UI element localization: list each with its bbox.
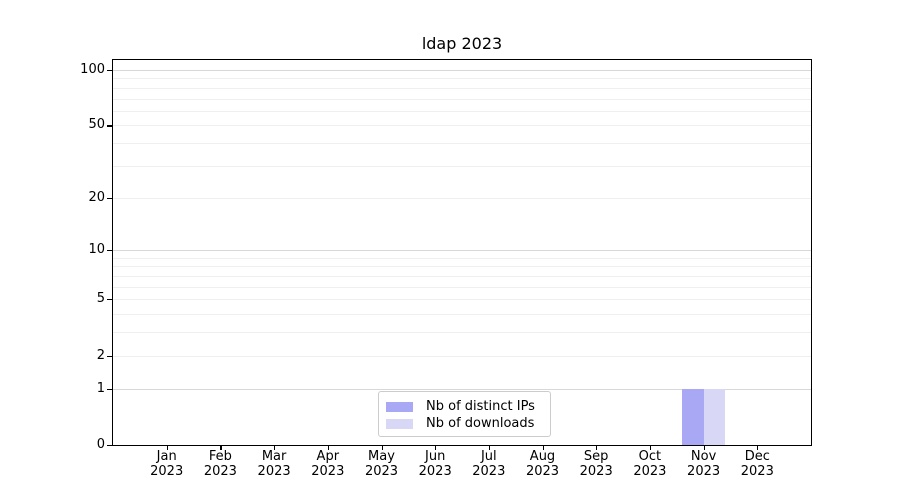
- legend-item-downloads: Nb of downloads: [386, 415, 544, 432]
- x-tick-label-line: Jan: [156, 449, 177, 464]
- major-gridline: [113, 250, 811, 252]
- legend: Nb of distinct IPs Nb of downloads: [378, 391, 551, 437]
- x-tick-mark: [649, 445, 652, 450]
- y-tick-mark: [107, 69, 112, 71]
- x-tick-label-line: 2023: [687, 464, 721, 479]
- minor-gridline: [113, 110, 811, 112]
- y-tick-mark: [107, 388, 112, 390]
- x-tick-label: Jul 2023: [444, 449, 534, 479]
- x-tick-label: Feb 2023: [175, 449, 265, 479]
- minor-gridline: [113, 197, 811, 199]
- minor-gridline: [113, 276, 811, 277]
- minor-gridline: [113, 98, 811, 100]
- y-tick-label: 5: [96, 291, 105, 307]
- x-tick-label: Dec 2023: [712, 449, 802, 479]
- minor-gridline: [113, 87, 811, 89]
- legend-label-distinct-ips: Nb of distinct IPs: [426, 399, 535, 414]
- bar-distinct-ips: [682, 388, 704, 445]
- minor-gridline: [113, 257, 811, 259]
- y-tick-label: 20: [88, 189, 105, 205]
- plot-area: [112, 59, 812, 446]
- y-tick-label: 50: [88, 117, 105, 133]
- minor-gridline: [113, 314, 811, 316]
- x-tick-label: Aug 2023: [498, 449, 588, 479]
- x-tick-label: Jan 2023: [122, 449, 212, 479]
- minor-gridline: [113, 143, 811, 145]
- y-tick-label: 2: [96, 347, 105, 363]
- x-tick-mark: [381, 445, 383, 450]
- x-tick-label: Sep 2023: [551, 449, 641, 479]
- y-tick-mark: [107, 125, 112, 127]
- x-tick-mark: [435, 445, 437, 450]
- x-tick-label-line: 2023: [257, 464, 291, 479]
- y-tick-label: 10: [88, 242, 105, 258]
- x-tick-label-line: 2023: [740, 464, 774, 479]
- x-tick-mark: [596, 445, 598, 450]
- x-tick-mark: [220, 445, 222, 450]
- y-tick-label: 0: [96, 437, 105, 452]
- minor-gridline: [113, 78, 811, 80]
- x-tick-mark: [757, 445, 759, 450]
- x-tick-mark: [327, 445, 329, 450]
- x-tick-label: Nov 2023: [659, 449, 749, 479]
- x-tick-label-line: 2023: [472, 464, 506, 479]
- x-tick-label-line: 2023: [150, 464, 184, 479]
- x-tick-label-line: May: [368, 449, 395, 464]
- legend-swatch-distinct-ips: [386, 401, 413, 412]
- major-gridline: [113, 69, 811, 71]
- y-tick-mark: [107, 299, 112, 301]
- x-tick-label-line: Mar: [261, 449, 287, 464]
- x-tick-label-line: 2023: [525, 464, 560, 479]
- y-tick-label: 100: [80, 61, 105, 77]
- x-tick-label-line: Jun: [425, 449, 446, 464]
- minor-gridline: [113, 355, 811, 357]
- y-tick-mark: [107, 250, 112, 252]
- major-gridline: [113, 388, 811, 390]
- x-tick-label-line: Apr: [316, 449, 340, 464]
- x-tick-label: Apr 2023: [283, 449, 373, 479]
- x-tick-label-line: 2023: [364, 464, 399, 479]
- x-tick-label-line: 2023: [633, 464, 667, 479]
- x-tick-label-line: 2023: [311, 464, 345, 479]
- x-tick-label-line: Oct: [638, 449, 662, 464]
- minor-gridline: [113, 165, 811, 167]
- x-tick-label-line: Jul: [480, 449, 497, 464]
- y-tick-mark: [107, 355, 112, 357]
- minor-gridline: [113, 266, 811, 268]
- minor-gridline: [113, 299, 811, 301]
- y-tick-label: 1: [96, 380, 105, 396]
- x-tick-label: Mar 2023: [229, 449, 319, 479]
- x-tick-mark: [488, 445, 490, 450]
- x-tick-mark: [703, 445, 705, 450]
- x-tick-label-line: Sep: [583, 449, 609, 464]
- x-tick-label-line: Aug: [529, 449, 556, 464]
- y-tick-mark: [107, 197, 112, 199]
- x-tick-label-line: 2023: [418, 464, 452, 479]
- x-tick-mark: [166, 445, 168, 450]
- x-tick-label-line: Dec: [744, 449, 770, 464]
- bar-downloads: [703, 388, 726, 445]
- x-tick-label-line: 2023: [203, 464, 237, 479]
- x-tick-label-line: 2023: [579, 464, 613, 479]
- chart-title: ldap 2023: [421, 34, 503, 53]
- x-tick-label-line: Feb: [208, 449, 232, 464]
- legend-swatch-downloads: [386, 418, 413, 429]
- x-tick-label: Jun 2023: [390, 449, 480, 479]
- minor-gridline: [113, 125, 811, 127]
- legend-label-downloads: Nb of downloads: [426, 416, 535, 431]
- x-tick-mark: [542, 445, 544, 450]
- minor-gridline: [113, 332, 811, 334]
- minor-gridline: [113, 286, 811, 288]
- y-tick-mark: [107, 445, 112, 447]
- x-tick-mark: [274, 445, 276, 450]
- x-tick-label-line: Nov: [690, 449, 717, 464]
- legend-item-distinct-ips: Nb of distinct IPs: [386, 398, 544, 415]
- x-tick-label: Oct 2023: [605, 449, 695, 479]
- x-tick-label: May 2023: [337, 449, 427, 479]
